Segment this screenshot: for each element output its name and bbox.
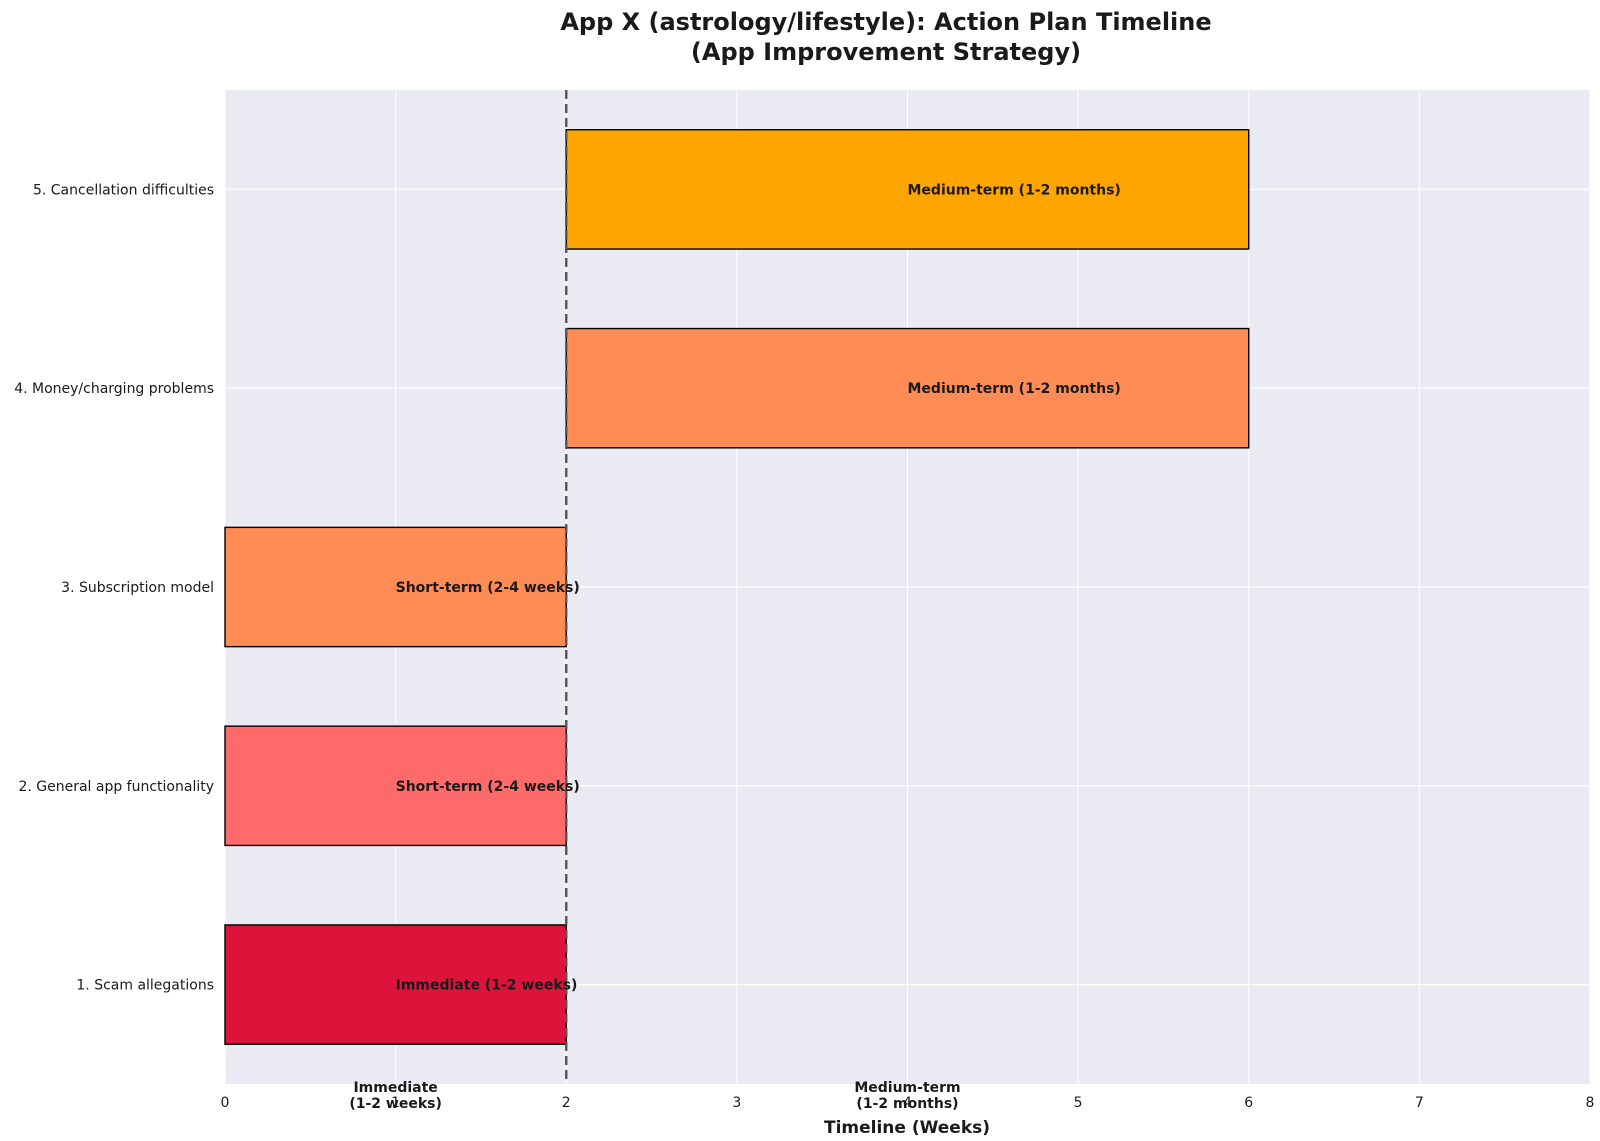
phase-label: (1-2 weeks) — [349, 1096, 442, 1112]
timeline-bar — [224, 924, 567, 1045]
x-tick-label: 5 — [1074, 1095, 1083, 1111]
x-tick-label: 0 — [221, 1095, 230, 1111]
y-tick-label: 4. Money/charging problems — [14, 381, 214, 397]
bar-label: Medium-term (1-2 months) — [908, 182, 1121, 198]
bar-labels: Immediate (1-2 weeks) Short-term (2-4 wee… — [396, 182, 1121, 993]
x-tick-label: 3 — [732, 1095, 741, 1111]
bar-label: Immediate (1-2 weeks) — [396, 978, 578, 994]
bar-label: Short-term (2-4 weeks) — [396, 779, 580, 795]
x-axis-label: Timeline (Weeks) — [824, 1118, 990, 1138]
bars — [224, 129, 1250, 1045]
y-tick-label: 5. Cancellation difficulties — [33, 182, 214, 198]
y-tick-label: 2. General app functionality — [18, 779, 214, 795]
x-tick-label: 8 — [1586, 1095, 1595, 1111]
bar-label: Short-term (2-4 weeks) — [396, 580, 580, 596]
timeline-bar — [565, 129, 1250, 250]
timeline-bar — [224, 725, 567, 847]
timeline-bar — [565, 327, 1250, 449]
phase-labels: Immediate(1-2 weeks) Medium-term(1-2 mont… — [349, 1080, 960, 1112]
phase-label: Immediate — [353, 1080, 437, 1096]
y-tick-label: 3. Subscription model — [61, 580, 214, 596]
bar-label: Medium-term (1-2 months) — [908, 381, 1121, 397]
x-tick-label: 7 — [1415, 1095, 1424, 1111]
y-tick-labels: 1. Scam allegations 2. General app functi… — [14, 182, 214, 993]
x-tick-label: 2 — [562, 1095, 571, 1111]
x-tick-label: 4 — [903, 1095, 912, 1111]
chart-subtitle: (App Improvement Strategy) — [691, 38, 1081, 66]
phase-label: (1-2 months) — [856, 1096, 958, 1112]
x-tick-label: 1 — [391, 1095, 400, 1111]
x-tick-label: 6 — [1244, 1095, 1253, 1111]
y-tick-label: 1. Scam allegations — [76, 978, 214, 994]
chart-title: App X (astrology/lifestyle): Action Plan… — [560, 8, 1211, 36]
timeline-bar — [224, 526, 567, 648]
x-tick-labels: 0 1 2 3 4 5 6 7 8 — [221, 1095, 1595, 1111]
phase-label: Medium-term — [854, 1080, 960, 1096]
